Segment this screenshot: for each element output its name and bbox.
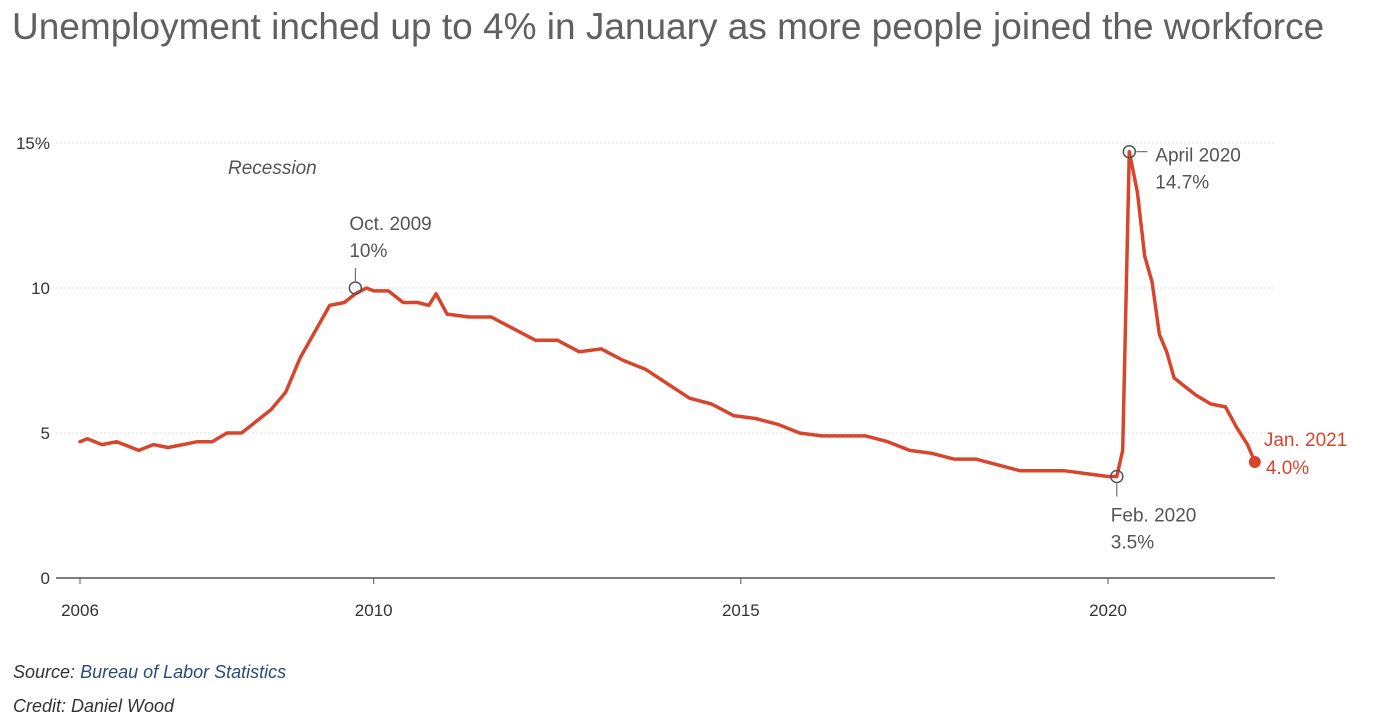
annotation-marker xyxy=(348,281,363,295)
annotation-marker xyxy=(1122,144,1137,159)
latest-point-marker xyxy=(1248,456,1261,468)
series-layer xyxy=(78,149,1257,479)
x-axis-ticks: 2006 2010 2015 2020 xyxy=(61,578,1127,620)
y-axis-ticks: 0 5 10 15% xyxy=(16,134,50,588)
annotation-value: 14.7% xyxy=(1155,173,1209,194)
source-link[interactable]: Bureau of Labor Statistics xyxy=(80,662,287,682)
x-tick-label: 2020 xyxy=(1089,601,1127,620)
annotation-label: Jan. 2021 xyxy=(1264,430,1347,451)
x-tick-label: 2015 xyxy=(722,601,760,620)
annotation-value: 3.5% xyxy=(1111,533,1154,554)
y-tick-label: 5 xyxy=(41,424,50,443)
annotation-label: Oct. 2009 xyxy=(349,214,431,235)
annotation-value: 4.0% xyxy=(1266,458,1309,479)
y-tick-label: 0 xyxy=(41,569,50,588)
annotation-label: April 2020 xyxy=(1155,146,1241,167)
unemployment-series-line xyxy=(78,149,1257,479)
x-tick-label: 2006 xyxy=(61,601,99,620)
unemployment-line-chart: 0 5 10 15% 2006 2010 2015 2020 Recession Oct. … xyxy=(16,134,1347,620)
chart-title: Unemployment inched up to 4% in January … xyxy=(12,6,1325,47)
grid-lines xyxy=(56,142,1275,434)
x-tick-label: 2010 xyxy=(355,601,393,620)
annotations: Oct. 2009 10% April 2020 14.7% Feb. 2020 3.5%… xyxy=(348,144,1347,554)
y-tick-label: 10 xyxy=(31,279,50,298)
annotation-label: Feb. 2020 xyxy=(1111,506,1197,527)
annotation-marker xyxy=(1110,469,1124,484)
credit-line: Credit: Daniel Wood xyxy=(13,696,175,716)
source-line: Source: Bureau of Labor Statistics xyxy=(13,662,286,683)
recession-label: Recession xyxy=(228,158,317,179)
y-tick-label: 15% xyxy=(16,134,50,153)
annotation-value: 10% xyxy=(349,241,387,262)
source-label: Source: xyxy=(13,662,76,682)
